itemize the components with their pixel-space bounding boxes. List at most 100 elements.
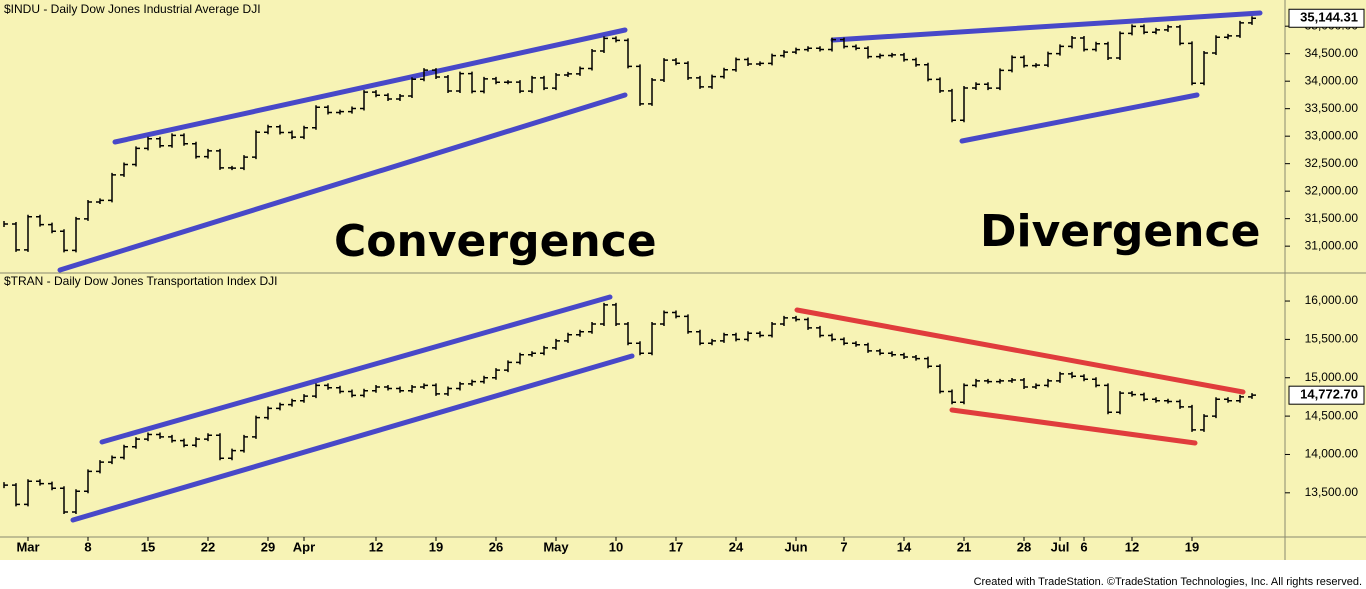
price-bar <box>1068 371 1076 379</box>
trendline <box>949 407 1198 446</box>
price-bar <box>888 351 896 357</box>
price-bar <box>1164 398 1172 404</box>
price-bar <box>516 352 524 365</box>
price-bar <box>276 124 284 135</box>
price-bar <box>528 75 536 94</box>
price-bar <box>192 141 200 159</box>
price-bar <box>1200 414 1208 432</box>
price-bar <box>756 331 764 338</box>
price-bar <box>1164 24 1172 32</box>
price-bar <box>420 68 428 82</box>
price-bar <box>300 125 308 140</box>
price-bar <box>828 333 836 342</box>
footer-band <box>0 560 1366 589</box>
price-bar <box>588 322 596 334</box>
trendlines <box>57 10 1263 523</box>
price-bar <box>372 90 380 98</box>
price-bar <box>684 61 692 80</box>
price-bar <box>300 394 308 403</box>
price-bar <box>864 342 872 353</box>
price-bar <box>864 46 872 59</box>
price-bar <box>144 432 152 442</box>
price-bar <box>1044 51 1052 68</box>
price-bar <box>744 57 752 67</box>
price-bar <box>168 133 176 148</box>
price-bar <box>1248 393 1256 399</box>
price-bar <box>108 172 116 203</box>
trendline <box>99 294 613 445</box>
price-bar <box>936 364 944 394</box>
price-bar <box>408 384 416 393</box>
price-bar <box>552 338 560 350</box>
price-bar <box>312 105 320 130</box>
price-bar <box>792 47 800 55</box>
price-bar <box>180 438 188 448</box>
price-bar <box>876 348 884 356</box>
price-bar <box>1104 383 1112 415</box>
price-bar <box>120 444 128 460</box>
price-bar <box>1044 378 1052 388</box>
price-bar <box>84 469 92 494</box>
x-tick-label: 26 <box>489 539 503 554</box>
x-tick-label: Jul <box>1051 539 1070 554</box>
price-bar <box>156 432 164 439</box>
price-bar <box>1020 55 1028 68</box>
footer: Created with TradeStation. ©TradeStation… <box>974 576 1362 588</box>
price-bar <box>804 317 812 330</box>
price-bar <box>960 86 968 123</box>
price-bar <box>360 90 368 111</box>
price-bar <box>12 483 20 507</box>
x-tick-label: 7 <box>840 539 847 554</box>
price-bar <box>444 386 452 396</box>
price-bar <box>1128 24 1136 36</box>
price-bar <box>324 105 332 115</box>
annotation: Convergence <box>334 216 657 267</box>
price-bar <box>444 74 452 94</box>
price-bar <box>36 214 44 227</box>
price-bar <box>612 302 620 327</box>
price-bar <box>576 329 584 337</box>
price-bar <box>432 68 440 79</box>
price-bar <box>528 351 536 357</box>
price-bar <box>600 36 608 54</box>
price-bar <box>84 200 92 221</box>
price-bar <box>96 198 104 205</box>
last-value-box <box>1288 8 1365 28</box>
price-bar <box>960 383 968 405</box>
y-tick-label: 16,000.00 <box>1305 293 1359 307</box>
price-bar <box>852 44 860 51</box>
x-tick-label: 19 <box>1185 539 1199 554</box>
price-bar <box>1056 44 1064 56</box>
price-bar <box>672 310 680 319</box>
price-bar <box>36 479 44 486</box>
price-bar <box>1236 394 1244 403</box>
price-bar <box>348 389 356 398</box>
price-bar <box>924 62 932 82</box>
x-tick-label: 28 <box>1017 539 1031 554</box>
price-bar <box>480 76 488 94</box>
y-tick-label: 33,000.00 <box>1305 128 1359 142</box>
price-bar <box>1248 16 1256 25</box>
y-tick-label: 15,000.00 <box>1305 370 1359 384</box>
price-bar <box>48 222 56 234</box>
price-bar <box>900 52 908 62</box>
price-bar <box>144 136 152 151</box>
price-bar <box>1092 377 1100 388</box>
price-bar <box>216 433 224 461</box>
x-tick-label: 8 <box>84 539 91 554</box>
price-bar <box>1152 397 1160 403</box>
price-bar <box>708 74 716 89</box>
y-tick-label: 34,500.00 <box>1305 46 1359 60</box>
price-bar <box>348 106 356 114</box>
y-tick-label: 34,000.00 <box>1305 73 1359 87</box>
x-tick-label: 12 <box>369 539 383 554</box>
price-bar <box>372 384 380 393</box>
price-bar <box>996 378 1004 384</box>
price-bar <box>276 402 284 411</box>
background <box>0 0 1366 560</box>
y-tick-label: 33,500.00 <box>1305 101 1359 115</box>
price-bar <box>912 57 920 67</box>
price-bar <box>564 71 572 77</box>
price-bar <box>96 460 104 474</box>
